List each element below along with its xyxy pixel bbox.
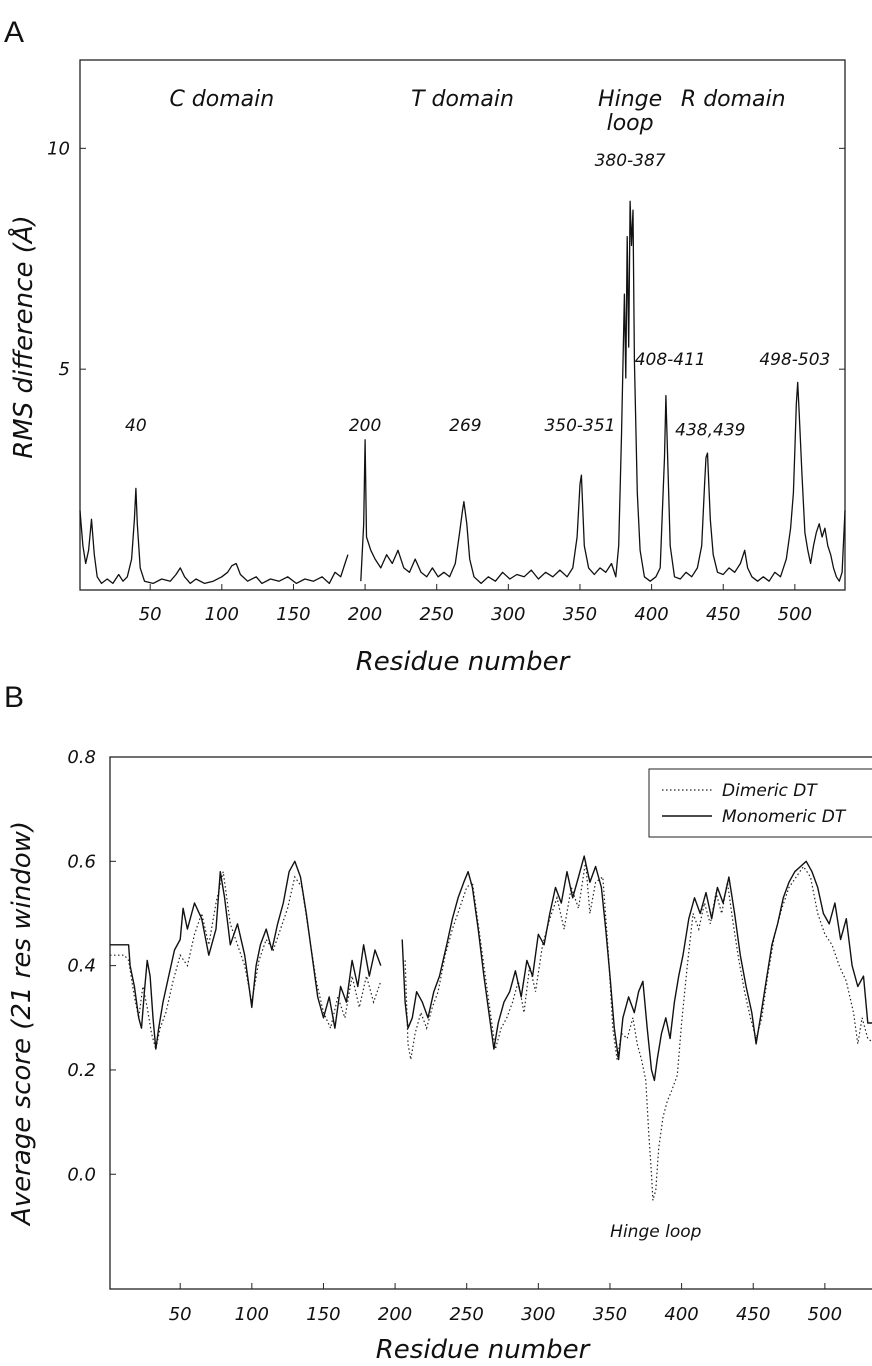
a-peak-label: 40 <box>125 416 147 436</box>
a-domain-label: R domain <box>681 87 786 112</box>
panel-a-frame <box>79 59 846 591</box>
a-x-tick-label: 300 <box>491 604 525 625</box>
b-legend-dimeric-label: Dimeric DT <box>722 781 818 801</box>
b-legend-monomeric-label: Monomeric DT <box>722 807 847 827</box>
b-x-tick-label: 150 <box>306 1304 340 1325</box>
b-x-tick-label: 250 <box>450 1304 484 1325</box>
a-peak-label: 408-411 <box>635 350 706 370</box>
b-legend-box <box>648 768 872 838</box>
b-y-tick-label: 0.0 <box>67 1164 96 1185</box>
a-x-tick-label: 150 <box>276 604 310 625</box>
b-x-tick-label: 500 <box>808 1304 842 1325</box>
b-x-tick-label: 350 <box>593 1304 627 1325</box>
a-domain-label: T domain <box>411 87 514 112</box>
b-x-tick-label: 50 <box>169 1304 192 1325</box>
panel-a-chart: 50 100 150 200 250 300 350 400 450 500 5 10 C domain… <box>7 59 846 677</box>
b-monomeric-line <box>110 855 872 1082</box>
a-domain-label: Hinge <box>598 87 662 112</box>
a-x-tick-label: 350 <box>563 604 597 625</box>
a-x-tick-label: 200 <box>348 604 382 625</box>
a-x-tick-label: 450 <box>706 604 740 625</box>
b-x-tick-label: 300 <box>521 1304 555 1325</box>
b-y-axis-title: Average score (21 res window) <box>7 821 37 1227</box>
b-x-tick-label: 200 <box>378 1304 412 1325</box>
a-y-tick-label: 10 <box>47 138 70 159</box>
a-x-tick-label: 400 <box>634 604 668 625</box>
a-x-tick-label: 50 <box>139 604 162 625</box>
a-domain-label: loop <box>607 111 654 136</box>
a-x-axis-title: Residue number <box>356 647 572 677</box>
a-peak-label: 498-503 <box>759 350 830 370</box>
b-x-tick-label: 450 <box>736 1304 770 1325</box>
a-x-tick-label: 100 <box>205 604 239 625</box>
b-y-tick-label: 0.4 <box>67 956 96 977</box>
a-peak-label: 350-351 <box>544 416 615 436</box>
panel-b-frame <box>109 756 872 1290</box>
b-x-axis-title: Residue number <box>376 1335 592 1365</box>
a-peak-label: 200 <box>349 416 381 436</box>
panel-b-letter: B <box>4 681 24 714</box>
b-hinge-loop-annotation: Hinge loop <box>610 1222 701 1242</box>
a-x-tick-label: 500 <box>778 604 812 625</box>
b-y-tick-label: 0.8 <box>67 747 96 768</box>
a-domain-label: C domain <box>169 87 274 112</box>
a-y-tick-label: 5 <box>59 359 70 380</box>
b-legend: Dimeric DT Monomeric DT <box>648 768 872 838</box>
a-y-axis-title: RMS difference (Å) <box>7 215 39 459</box>
b-x-tick-label: 400 <box>664 1304 698 1325</box>
b-y-tick-label: 0.6 <box>67 851 96 872</box>
b-x-tick-label: 100 <box>235 1304 269 1325</box>
panel-b-chart: 50 100 150 200 250 300 350 400 450 500 0.0 0.2 0.4 0.… <box>7 747 872 1365</box>
b-y-tick-label: 0.2 <box>67 1060 96 1081</box>
panel-a-letter: A <box>4 16 24 49</box>
a-peak-label: 269 <box>449 416 481 436</box>
a-rms-line <box>79 200 846 585</box>
a-peak-label: 380-387 <box>595 151 666 171</box>
a-x-tick-label: 250 <box>420 604 454 625</box>
a-peak-label: 438,439 <box>675 420 745 440</box>
